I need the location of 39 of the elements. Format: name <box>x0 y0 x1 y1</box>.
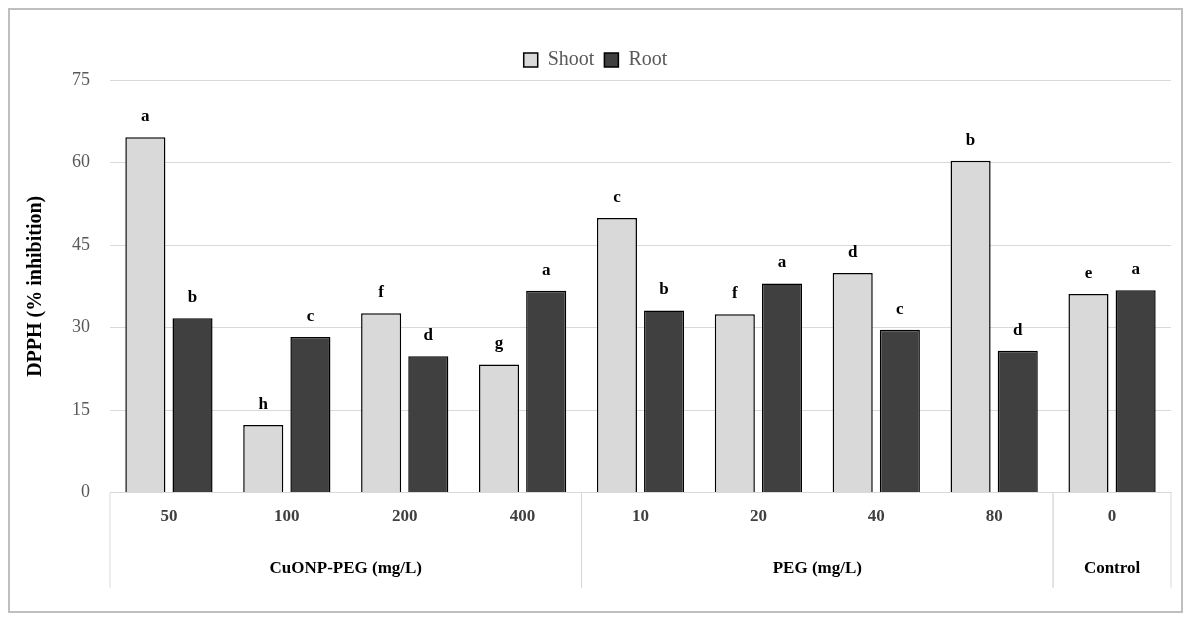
data-label: c <box>613 186 622 206</box>
data-label: f <box>378 282 385 302</box>
y-tick-label: 0 <box>81 481 90 502</box>
x-tick-label: 50 <box>160 506 178 526</box>
x-tick-label: 200 <box>391 506 418 526</box>
data-label: d <box>423 325 434 345</box>
y-tick-label: 45 <box>72 233 90 254</box>
data-label: h <box>258 393 269 413</box>
x-tick-label: 80 <box>985 506 1003 526</box>
x-tick-label: 100 <box>274 506 300 526</box>
text: PEG (mg/L) <box>772 557 862 577</box>
data-label: c <box>896 298 905 318</box>
y-axis-title: DPPH (% inhibition) <box>23 195 47 377</box>
data-label: f <box>731 283 738 303</box>
data-label: d <box>1013 319 1024 339</box>
y-tick-label: 30 <box>72 316 90 337</box>
x-tick-label: 400 <box>509 506 536 526</box>
text: CuONP-PEG (mg/L) <box>269 557 423 577</box>
data-label: b <box>659 279 669 299</box>
data-label: b <box>187 287 198 307</box>
data-label: b <box>965 129 976 149</box>
text: Control <box>1083 557 1141 577</box>
data-label: a <box>777 252 787 272</box>
data-label: g <box>494 333 504 353</box>
y-tick-label: 60 <box>72 151 90 172</box>
legend-label: Shoot <box>547 47 595 70</box>
data-label: a <box>541 259 551 279</box>
data-label: a <box>141 106 151 126</box>
legend-label: Root <box>628 47 668 70</box>
data-label: a <box>1131 259 1141 279</box>
data-label: d <box>847 241 858 261</box>
y-tick-label: 15 <box>72 398 90 419</box>
data-label: e <box>1084 262 1093 282</box>
x-tick-label: 20 <box>749 506 767 526</box>
x-tick-label: 0 <box>1107 506 1117 526</box>
x-tick-label: 40 <box>867 506 885 526</box>
x-tick-label: 10 <box>632 506 649 526</box>
data-label: c <box>306 305 315 325</box>
y-tick-label: 75 <box>72 68 90 89</box>
